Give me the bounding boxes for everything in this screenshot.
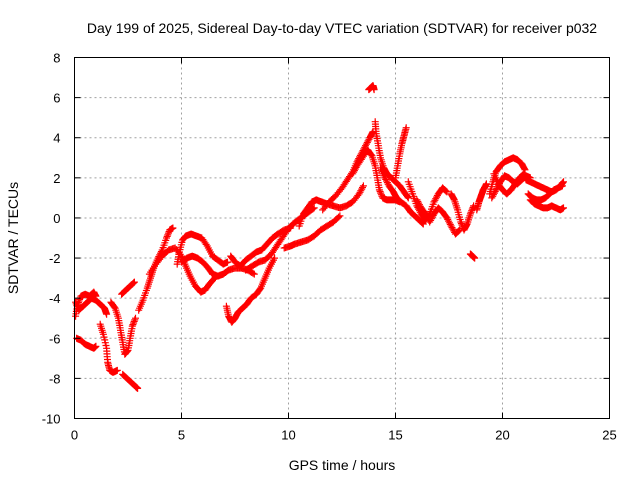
data-points (280, 212, 344, 252)
y-axis-title: SDTVAR / TECUs (5, 182, 21, 294)
y-tick-label: 0 (53, 211, 60, 226)
series-seg-m (227, 224, 295, 270)
data-points (349, 146, 404, 206)
x-tick-label: 10 (281, 428, 295, 443)
x-axis-title: GPS time / hours (289, 457, 396, 473)
data-points (524, 182, 566, 204)
data-points (135, 224, 177, 314)
plot-frame (74, 57, 610, 419)
series-seg-j (173, 230, 231, 268)
data-points (72, 294, 111, 318)
series-seg-v (392, 124, 410, 182)
data-points (365, 82, 378, 94)
y-tick-label: -8 (49, 371, 61, 386)
data-points (486, 154, 529, 198)
tick-layer (74, 57, 610, 419)
data-points (466, 250, 479, 262)
data-points (392, 124, 410, 182)
data-points (119, 370, 142, 392)
data-points (107, 298, 139, 358)
series-seg-af (524, 182, 566, 204)
y-tick-label: 8 (53, 51, 60, 66)
chart-title: Day 199 of 2025, Sidereal Day-to-day VTE… (87, 20, 597, 36)
data-points (371, 118, 412, 202)
y-tick-label: -6 (49, 331, 61, 346)
series-seg-c (73, 334, 100, 352)
y-tick-label: -10 (42, 412, 61, 427)
x-tick-label: 25 (602, 428, 616, 443)
data-points (295, 182, 367, 230)
y-tick-label: 6 (53, 91, 60, 106)
series-seg-e (107, 298, 139, 358)
series-seg-u (377, 164, 427, 228)
series-seg-q (319, 128, 377, 214)
data-points (319, 128, 377, 214)
x-tick-label: 5 (178, 428, 185, 443)
x-tick-label: 0 (71, 428, 78, 443)
series-seg-ag (526, 196, 567, 214)
data-points (73, 334, 100, 352)
series-seg-h (135, 224, 177, 314)
series-seg-b (72, 294, 111, 318)
series-seg-f (119, 370, 142, 392)
series-seg-ad (490, 170, 528, 198)
series-seg-z (466, 250, 479, 262)
x-tick-label: 20 (495, 428, 509, 443)
y-tick-label: 2 (53, 171, 60, 186)
x-tick-label: 15 (388, 428, 402, 443)
data-points (173, 230, 231, 268)
data-points (447, 190, 478, 234)
series-seg-aa (473, 180, 490, 214)
y-tick-label: 4 (53, 131, 60, 146)
data-layer (72, 82, 567, 392)
data-points (222, 254, 279, 326)
data-points (118, 278, 138, 298)
data-points (413, 196, 464, 238)
y-tick-label: -2 (49, 251, 61, 266)
data-points (377, 164, 427, 228)
data-points (473, 180, 490, 214)
series-seg-o (280, 212, 344, 252)
series-seg-r (349, 146, 404, 206)
data-points (490, 170, 528, 198)
data-points (526, 196, 567, 214)
series-seg-p (295, 182, 367, 230)
grid-layer (74, 57, 610, 419)
series-seg-y (447, 190, 478, 234)
data-points (227, 224, 295, 270)
series-seg-t (371, 118, 412, 202)
series-seg-x (413, 196, 464, 238)
y-tick-label: -4 (49, 291, 61, 306)
series-seg-g (118, 278, 138, 298)
label-layer: 0 5 10 15 20 25 -10 -8 -6 -4 -2 0 2 4 6 8 (42, 51, 617, 443)
series-seg-ab (486, 154, 529, 198)
data-points (96, 320, 121, 376)
series-seg-s (365, 82, 378, 94)
series-seg-d (96, 320, 121, 376)
series-seg-l (222, 254, 279, 326)
